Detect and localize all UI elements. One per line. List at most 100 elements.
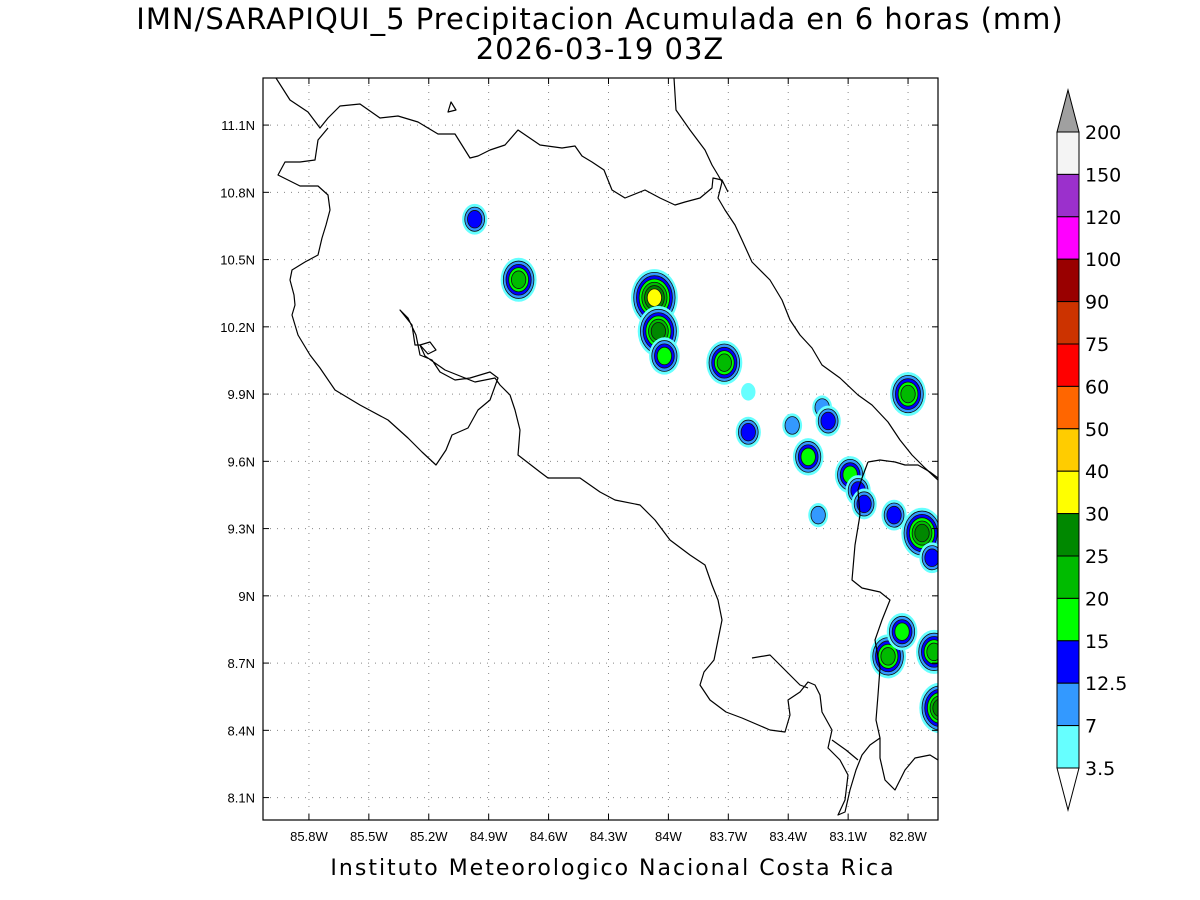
precip-contour: [810, 505, 826, 525]
x-tick-label: 84W: [655, 829, 682, 844]
precip-contour: [924, 548, 938, 567]
precip-contour: [656, 346, 673, 366]
y-tick-label: 8.1N: [228, 791, 255, 806]
caribbean-coast-north: [673, 78, 723, 183]
precip-contour: [886, 505, 902, 525]
colorbar-label: 50: [1085, 419, 1109, 441]
colorbar-swatch: [1056, 173, 1080, 218]
colorbar-swatch: [1056, 343, 1080, 387]
precip-contour: [741, 383, 756, 401]
colorbar-label: 90: [1085, 292, 1109, 314]
lake-nicaragua-shore: [275, 78, 729, 206]
precip-cell: [851, 488, 877, 520]
colorbar-swatch: [1056, 301, 1080, 345]
map-subtitle: 2026-03-19 03Z: [475, 32, 725, 66]
precip-cell: [919, 682, 938, 734]
precip-cell: [706, 340, 743, 385]
precip-contour: [856, 494, 872, 514]
colorbar-swatch: [1056, 258, 1080, 303]
y-tick-label: 9.3N: [228, 522, 255, 537]
colorbar-label: 60: [1085, 376, 1109, 398]
colorbar-label: 12.5: [1085, 673, 1127, 695]
y-tick-label: 9.6N: [228, 454, 255, 469]
colorbar-label: 150: [1085, 164, 1121, 186]
colorbar: 200 150 120 100 90 75 60 50 40 30 25 20 15 12.5 7 3.5: [1056, 88, 1127, 812]
y-tick-label: 10.5N: [220, 253, 255, 268]
y-tick-label: 11.1N: [221, 118, 255, 133]
precip-cell: [919, 542, 938, 574]
precip-cell: [792, 438, 824, 476]
colorbar-overflow-arrow: [1056, 88, 1080, 133]
precip-cell: [735, 416, 761, 448]
precip-cell: [886, 612, 918, 651]
precip-contour: [880, 647, 896, 666]
precip-cell: [815, 405, 841, 437]
precip-cell: [649, 337, 680, 375]
colorbar-label: 100: [1085, 249, 1121, 271]
precip-contour: [820, 411, 836, 431]
x-tick-label: 84.9W: [470, 829, 508, 844]
colorbar-label: 25: [1085, 546, 1109, 568]
precip-contour: [900, 384, 916, 404]
colorbar-label: 3.5: [1085, 758, 1115, 780]
precip-cell: [782, 413, 803, 438]
y-tick-label: 10.2N: [220, 320, 255, 335]
colorbar-swatch: [1056, 428, 1080, 472]
precip-contour: [914, 523, 930, 543]
colorbar-label: 20: [1085, 588, 1109, 610]
colorbar-swatch: [1056, 470, 1080, 515]
precip-contour: [646, 288, 663, 307]
precip-cell: [741, 383, 756, 401]
x-tick-label: 83.1W: [829, 829, 867, 844]
colorbar-label: 40: [1085, 461, 1109, 483]
precip-contour: [932, 699, 938, 717]
pacific-coast: [277, 127, 881, 816]
precip-contour: [740, 422, 756, 442]
credit-text: Instituto Meteorologico Nacional Costa R…: [330, 856, 896, 881]
golfito-bay: [751, 654, 809, 689]
colorbar-swatch: [1056, 385, 1080, 430]
panama-border: [851, 459, 938, 791]
panama-coast-inner: [831, 739, 859, 761]
precip-cell: [881, 499, 907, 531]
y-tick-label: 9.9N: [228, 387, 255, 402]
colorbar-swatch: [1056, 555, 1080, 599]
map-frame: [262, 77, 939, 821]
map-title: IMN/SARAPIQUI_5 Precipitacion Acumulada …: [136, 2, 1064, 36]
precip-contour: [784, 416, 800, 435]
x-tick-label: 83.4W: [769, 829, 807, 844]
precipitation-field: [462, 203, 938, 734]
precip-contour: [467, 210, 483, 229]
x-tick-label: 85.8W: [290, 829, 328, 844]
x-tick-label: 85.2W: [410, 829, 448, 844]
x-tick-label: 85.5W: [350, 829, 388, 844]
colorbar-label: 200: [1085, 122, 1121, 144]
precip-contour: [800, 447, 816, 467]
colorbar-swatch: [1056, 131, 1080, 175]
x-tick-label: 83.7W: [710, 829, 748, 844]
caribbean-coast: [717, 181, 938, 481]
x-tick-label: 84.6W: [530, 829, 568, 844]
colorbar-swatch: [1056, 216, 1080, 260]
colorbar-swatch: [1056, 640, 1080, 684]
colorbar-label: 120: [1085, 207, 1121, 229]
nicoya-small-bay: [419, 341, 437, 355]
precip-cell: [808, 503, 829, 528]
colorbar-label: 7: [1085, 716, 1097, 738]
colorbar-label: 75: [1085, 334, 1109, 356]
colorbar-underflow-arrow: [1056, 767, 1080, 812]
latitude-axis: 11.1N 10.8N 10.5N 10.2N 9.9N 9.6N 9.3N 9N 8.7N 8.…: [220, 118, 938, 806]
colorbar-label: 15: [1085, 631, 1109, 653]
precip-cell: [916, 629, 938, 674]
y-tick-label: 10.8N: [220, 185, 255, 200]
precip-contour: [716, 353, 732, 372]
x-tick-label: 84.3W: [590, 829, 628, 844]
precip-contour: [926, 642, 938, 662]
coastline-outline: [275, 78, 938, 816]
colorbar-label: 30: [1085, 504, 1109, 526]
precip-contour: [511, 270, 527, 289]
gridlines: [263, 78, 938, 820]
y-tick-label: 8.4N: [228, 723, 255, 738]
colorbar-swatch: [1056, 597, 1080, 642]
